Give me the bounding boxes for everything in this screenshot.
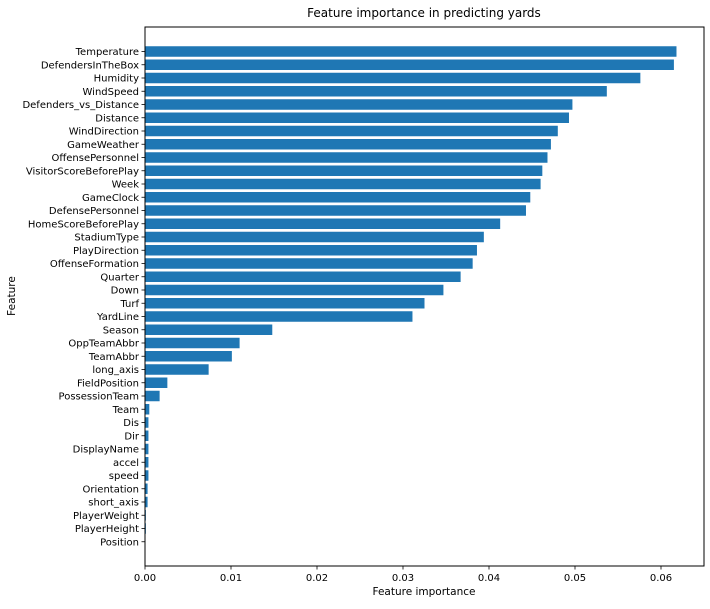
bar bbox=[145, 457, 149, 468]
x-axis-ticks: 0.00 0.01 0.02 0.03 0.04 0.05 0.06 bbox=[134, 566, 672, 584]
y-tick-label: YardLine bbox=[96, 312, 139, 323]
y-tick-label: PlayerHeight bbox=[75, 524, 139, 535]
bar bbox=[145, 271, 461, 282]
y-tick-label: PossessionTeam bbox=[59, 392, 139, 403]
bar bbox=[145, 231, 484, 243]
bar bbox=[145, 245, 477, 256]
bar bbox=[145, 377, 168, 388]
bar bbox=[145, 311, 413, 322]
y-tick-label: accel bbox=[113, 458, 139, 469]
x-tick-label: 0.01 bbox=[220, 573, 242, 584]
y-tick-label: PlayDirection bbox=[73, 246, 139, 257]
x-tick-label: 0.04 bbox=[478, 573, 500, 584]
bar bbox=[145, 205, 526, 216]
bar bbox=[145, 430, 149, 441]
bar bbox=[145, 298, 425, 309]
y-tick-label: Turf bbox=[119, 299, 139, 310]
bar bbox=[145, 86, 607, 97]
chart-title: Feature importance in predicting yards bbox=[307, 6, 541, 20]
y-tick-label: Defenders_vs_Distance bbox=[22, 100, 139, 111]
x-tick-label: 0.02 bbox=[306, 573, 328, 584]
y-tick-label: StadiumType bbox=[74, 233, 139, 244]
y-axis-title: Feature bbox=[6, 276, 18, 316]
bar bbox=[145, 470, 149, 481]
bar bbox=[145, 139, 551, 150]
y-tick-label: Season bbox=[103, 325, 139, 336]
bar bbox=[145, 417, 149, 428]
y-tick-label: HomeScoreBeforePlay bbox=[28, 219, 139, 230]
y-tick-label: speed bbox=[109, 471, 139, 482]
y-tick-label: DefensePersonnel bbox=[49, 206, 139, 217]
y-tick-label: Temperature bbox=[75, 47, 139, 58]
bar bbox=[145, 324, 273, 335]
y-tick-label: Team bbox=[112, 405, 139, 416]
bar bbox=[145, 483, 148, 494]
y-axis-ticks: Temperature DefendersInTheBox Humidity Wind… bbox=[22, 47, 145, 548]
y-tick-label: GameClock bbox=[82, 193, 139, 204]
bar bbox=[145, 258, 473, 269]
y-tick-label: Humidity bbox=[94, 74, 139, 85]
bar bbox=[145, 218, 501, 229]
x-tick-label: 0.00 bbox=[134, 573, 156, 584]
bar bbox=[145, 284, 444, 296]
bar bbox=[145, 443, 149, 455]
bar bbox=[145, 496, 148, 508]
y-tick-label: PlayerWeight bbox=[73, 511, 139, 522]
y-tick-label: FieldPosition bbox=[77, 378, 139, 389]
bar bbox=[145, 364, 209, 375]
y-tick-label: OffenseFormation bbox=[50, 259, 139, 270]
bar bbox=[145, 152, 548, 163]
y-tick-label: Orientation bbox=[83, 484, 139, 495]
x-tick-label: 0.05 bbox=[564, 573, 586, 584]
y-tick-label: Quarter bbox=[100, 272, 140, 283]
bar bbox=[145, 390, 160, 402]
y-tick-label: Dir bbox=[124, 431, 139, 442]
bar bbox=[145, 165, 543, 176]
y-tick-label: OffensePersonnel bbox=[52, 153, 140, 164]
bar bbox=[145, 178, 541, 190]
bar bbox=[145, 192, 531, 203]
y-tick-label: GameWeather bbox=[67, 140, 140, 151]
bar bbox=[145, 125, 558, 137]
x-tick-label: 0.06 bbox=[650, 573, 672, 584]
y-tick-label: Week bbox=[112, 180, 140, 191]
bar bbox=[145, 59, 674, 70]
bar bbox=[145, 72, 641, 84]
x-tick-label: 0.03 bbox=[392, 573, 414, 584]
y-tick-label: WindDirection bbox=[69, 127, 139, 138]
bar bbox=[145, 404, 150, 415]
y-tick-label: long_axis bbox=[92, 365, 139, 376]
y-tick-label: DefendersInTheBox bbox=[41, 60, 139, 71]
bar bbox=[145, 99, 573, 110]
bar bbox=[145, 351, 232, 362]
bar bbox=[145, 337, 240, 349]
plot-frame bbox=[144, 26, 705, 567]
y-tick-label: short_axis bbox=[88, 498, 139, 509]
bar bbox=[145, 46, 677, 57]
y-tick-label: VisitorScoreBeforePlay bbox=[26, 166, 139, 177]
bars-layer bbox=[145, 46, 677, 534]
x-axis-title: Feature importance bbox=[372, 586, 475, 598]
y-tick-label: OppTeamAbbr bbox=[68, 339, 140, 350]
y-tick-label: DisplayName bbox=[73, 445, 139, 456]
y-tick-label: TeamAbbr bbox=[88, 352, 140, 363]
y-tick-label: Position bbox=[100, 537, 139, 548]
bar bbox=[145, 112, 569, 123]
y-tick-label: WindSpeed bbox=[83, 87, 139, 98]
y-tick-label: Distance bbox=[95, 113, 139, 124]
y-tick-label: Down bbox=[111, 286, 139, 297]
y-tick-label: Dis bbox=[123, 418, 139, 429]
